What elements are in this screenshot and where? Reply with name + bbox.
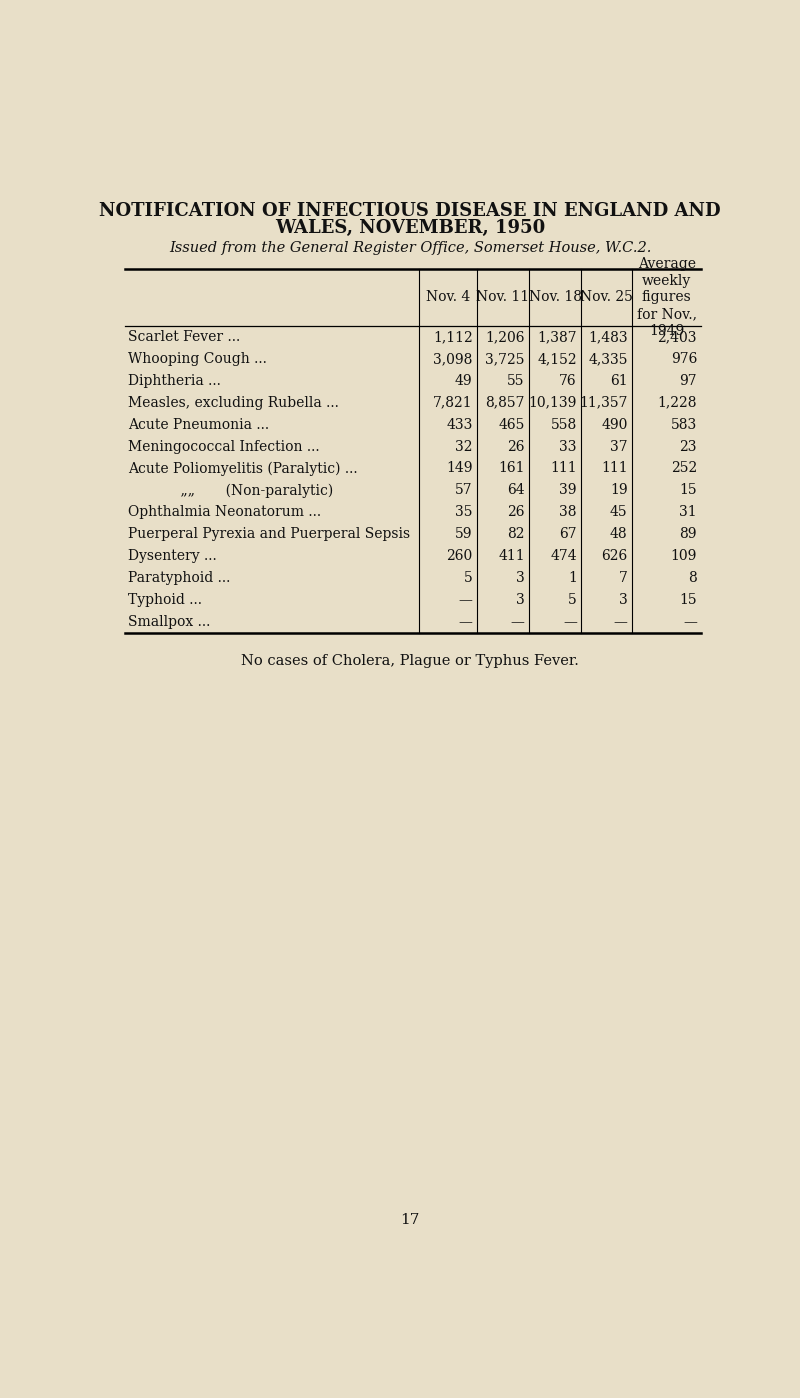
Text: 76: 76 bbox=[559, 373, 577, 387]
Text: 465: 465 bbox=[498, 418, 525, 432]
Text: 57: 57 bbox=[455, 484, 473, 498]
Text: —: — bbox=[683, 615, 697, 629]
Text: 15: 15 bbox=[679, 484, 697, 498]
Text: 626: 626 bbox=[602, 549, 628, 563]
Text: „„       (Non-paralytic): „„ (Non-paralytic) bbox=[128, 484, 333, 498]
Text: 19: 19 bbox=[610, 484, 628, 498]
Text: 89: 89 bbox=[679, 527, 697, 541]
Text: Average
weekly
figures
for Nov.,
1949: Average weekly figures for Nov., 1949 bbox=[637, 257, 697, 338]
Text: 37: 37 bbox=[610, 439, 628, 453]
Text: 17: 17 bbox=[400, 1213, 420, 1227]
Text: 1: 1 bbox=[568, 570, 577, 584]
Text: Meningococcal Infection ...: Meningococcal Infection ... bbox=[128, 439, 324, 453]
Text: 433: 433 bbox=[446, 418, 473, 432]
Text: —: — bbox=[563, 615, 577, 629]
Text: 252: 252 bbox=[671, 461, 697, 475]
Text: Issued from the General Register Office, Somerset House, W.C.2.: Issued from the General Register Office,… bbox=[169, 240, 651, 254]
Text: 4,335: 4,335 bbox=[588, 352, 628, 366]
Text: 1,483: 1,483 bbox=[588, 330, 628, 344]
Text: 15: 15 bbox=[679, 593, 697, 607]
Text: Acute Pneumonia ...: Acute Pneumonia ... bbox=[128, 418, 308, 432]
Text: 111: 111 bbox=[601, 461, 628, 475]
Text: 3,725: 3,725 bbox=[485, 352, 525, 366]
Text: Measles, excluding Rubella ...: Measles, excluding Rubella ... bbox=[128, 396, 338, 410]
Text: 4,152: 4,152 bbox=[537, 352, 577, 366]
Text: Nov. 18: Nov. 18 bbox=[529, 291, 582, 305]
Text: Nov. 25: Nov. 25 bbox=[580, 291, 633, 305]
Text: No cases of Cholera, Plague or Typhus Fever.: No cases of Cholera, Plague or Typhus Fe… bbox=[241, 654, 579, 668]
Text: 59: 59 bbox=[455, 527, 473, 541]
Text: WALES, NOVEMBER, 1950: WALES, NOVEMBER, 1950 bbox=[275, 219, 545, 238]
Text: 111: 111 bbox=[550, 461, 577, 475]
Text: 7: 7 bbox=[618, 570, 628, 584]
Text: 67: 67 bbox=[559, 527, 577, 541]
Text: 33: 33 bbox=[559, 439, 577, 453]
Text: Nov. 11: Nov. 11 bbox=[477, 291, 530, 305]
Text: Smallpox ...: Smallpox ... bbox=[128, 615, 280, 629]
Text: Nov. 4: Nov. 4 bbox=[426, 291, 470, 305]
Text: 3: 3 bbox=[516, 570, 525, 584]
Text: 61: 61 bbox=[610, 373, 628, 387]
Text: 97: 97 bbox=[679, 373, 697, 387]
Text: 48: 48 bbox=[610, 527, 628, 541]
Text: 35: 35 bbox=[455, 505, 473, 519]
Text: 45: 45 bbox=[610, 505, 628, 519]
Text: 583: 583 bbox=[671, 418, 697, 432]
Text: 82: 82 bbox=[507, 527, 525, 541]
Text: Typhoid ...: Typhoid ... bbox=[128, 593, 276, 607]
Text: NOTIFICATION OF INFECTIOUS DISEASE IN ENGLAND AND: NOTIFICATION OF INFECTIOUS DISEASE IN EN… bbox=[99, 203, 721, 221]
Text: Scarlet Fever ...: Scarlet Fever ... bbox=[128, 330, 288, 344]
Text: 23: 23 bbox=[679, 439, 697, 453]
Text: 38: 38 bbox=[559, 505, 577, 519]
Text: 1,387: 1,387 bbox=[537, 330, 577, 344]
Text: 64: 64 bbox=[507, 484, 525, 498]
Text: 3: 3 bbox=[516, 593, 525, 607]
Text: —: — bbox=[458, 593, 473, 607]
Text: Acute Poliomyelitis (Paralytic) ...: Acute Poliomyelitis (Paralytic) ... bbox=[128, 461, 358, 475]
Text: —: — bbox=[614, 615, 628, 629]
Text: 32: 32 bbox=[455, 439, 473, 453]
Text: Dysentery ...: Dysentery ... bbox=[128, 549, 282, 563]
Text: 11,357: 11,357 bbox=[579, 396, 628, 410]
Text: 10,139: 10,139 bbox=[529, 396, 577, 410]
Text: 976: 976 bbox=[670, 352, 697, 366]
Text: 26: 26 bbox=[507, 439, 525, 453]
Text: 161: 161 bbox=[498, 461, 525, 475]
Text: 1,112: 1,112 bbox=[433, 330, 473, 344]
Text: 8: 8 bbox=[688, 570, 697, 584]
Text: 5: 5 bbox=[464, 570, 473, 584]
Text: Paratyphoid ...: Paratyphoid ... bbox=[128, 570, 287, 584]
Text: 39: 39 bbox=[559, 484, 577, 498]
Text: Whooping Cough ...: Whooping Cough ... bbox=[128, 352, 310, 366]
Text: 474: 474 bbox=[550, 549, 577, 563]
Text: 109: 109 bbox=[670, 549, 697, 563]
Text: 411: 411 bbox=[498, 549, 525, 563]
Text: Ophthalmia Neonatorum ...: Ophthalmia Neonatorum ... bbox=[128, 505, 334, 519]
Text: 3: 3 bbox=[619, 593, 628, 607]
Text: 8,857: 8,857 bbox=[485, 396, 525, 410]
Text: 2,403: 2,403 bbox=[658, 330, 697, 344]
Text: 260: 260 bbox=[446, 549, 473, 563]
Text: 31: 31 bbox=[679, 505, 697, 519]
Text: Puerperal Pyrexia and Puerperal Sepsis: Puerperal Pyrexia and Puerperal Sepsis bbox=[128, 527, 410, 541]
Text: 7,821: 7,821 bbox=[433, 396, 473, 410]
Text: 490: 490 bbox=[602, 418, 628, 432]
Text: Diphtheria ...: Diphtheria ... bbox=[128, 373, 282, 387]
Text: 55: 55 bbox=[507, 373, 525, 387]
Text: —: — bbox=[511, 615, 525, 629]
Text: 558: 558 bbox=[550, 418, 577, 432]
Text: 26: 26 bbox=[507, 505, 525, 519]
Text: 5: 5 bbox=[568, 593, 577, 607]
Text: —: — bbox=[458, 615, 473, 629]
Text: 149: 149 bbox=[446, 461, 473, 475]
Text: 3,098: 3,098 bbox=[434, 352, 473, 366]
Text: 1,228: 1,228 bbox=[658, 396, 697, 410]
Text: 49: 49 bbox=[455, 373, 473, 387]
Text: 1,206: 1,206 bbox=[485, 330, 525, 344]
